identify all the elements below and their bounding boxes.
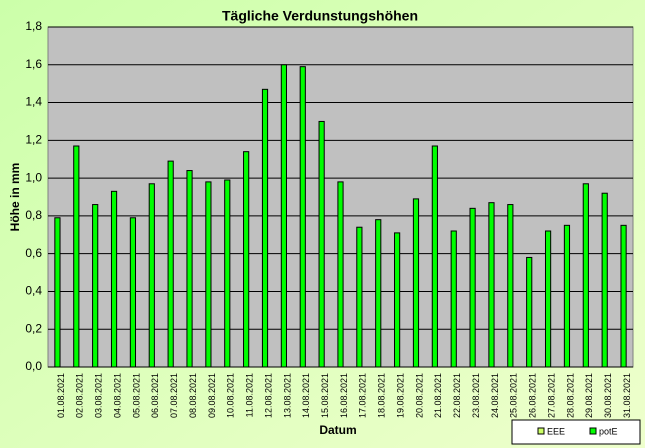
bar	[318, 120, 325, 368]
legend-label: EEE	[547, 426, 565, 436]
y-tick-label: 0,0	[25, 359, 42, 373]
x-tick-label: 04.08.2021	[112, 373, 122, 418]
x-tick-label: 23.08.2021	[471, 373, 481, 418]
x-tick-label: 15.08.2021	[320, 373, 330, 418]
y-tick-label: 0,6	[25, 246, 42, 260]
x-tick-label: 27.08.2021	[546, 373, 556, 418]
legend-label: potE	[599, 426, 618, 436]
x-tick-label: 02.08.2021	[75, 373, 85, 418]
x-tick-label: 17.08.2021	[358, 373, 368, 418]
bar	[110, 190, 118, 368]
y-tick-label: 0,4	[25, 284, 42, 298]
x-tick-label: 21.08.2021	[433, 373, 443, 418]
bar	[469, 207, 476, 368]
x-tick-label: 25.08.2021	[509, 373, 519, 418]
x-tick-label: 01.08.2021	[56, 373, 66, 418]
bar	[356, 226, 363, 368]
x-tick-label: 13.08.2021	[282, 373, 292, 418]
bar	[148, 183, 155, 368]
y-tick-label: 1,0	[25, 170, 42, 184]
y-axis-label: Höhe in mm	[8, 163, 22, 232]
legend	[511, 419, 641, 445]
bar	[299, 66, 306, 368]
bar	[582, 183, 589, 368]
bar	[54, 217, 61, 368]
x-tick-label: 28.08.2021	[565, 373, 575, 418]
bar	[450, 230, 457, 368]
x-tick-label: 19.08.2021	[395, 373, 405, 418]
bar	[620, 224, 627, 368]
y-tick-label: 0,2	[25, 321, 42, 335]
bar	[167, 160, 174, 368]
x-axis-label: Datum	[319, 423, 356, 437]
chart-title: Tägliche Verdunstungshöhen	[222, 8, 418, 24]
x-tick-label: 07.08.2021	[169, 373, 179, 418]
y-tick-label: 0,8	[25, 208, 42, 222]
bar	[507, 204, 514, 368]
x-tick-label: 09.08.2021	[207, 373, 217, 418]
bar	[488, 202, 495, 368]
bar	[205, 181, 212, 368]
x-tick-label: 11.08.2021	[245, 373, 255, 417]
bar	[224, 179, 231, 368]
x-tick-label: 14.08.2021	[301, 373, 311, 418]
x-tick-label: 29.08.2021	[584, 373, 594, 418]
bar	[186, 170, 193, 368]
bar	[563, 224, 571, 368]
bar	[375, 219, 382, 368]
bar	[73, 145, 80, 368]
bar	[243, 151, 250, 368]
x-tick-label: 05.08.2021	[131, 373, 141, 418]
x-tick-label: 22.08.2021	[452, 373, 462, 418]
bar	[394, 232, 401, 368]
x-tick-label: 30.08.2021	[603, 373, 613, 418]
x-tick-label: 18.08.2021	[377, 373, 387, 418]
y-tick-label: 1,6	[25, 57, 42, 71]
bar	[544, 230, 552, 368]
bar	[92, 204, 99, 368]
y-tick-label: 1,4	[25, 95, 42, 109]
bar	[261, 88, 269, 368]
x-tick-label: 31.08.2021	[622, 373, 632, 418]
bar	[129, 217, 137, 368]
x-tick-label: 08.08.2021	[188, 373, 198, 418]
legend-swatch	[537, 427, 545, 435]
x-tick-label: 03.08.2021	[94, 373, 104, 418]
x-tick-label: 24.08.2021	[490, 373, 500, 418]
x-tick-label: 12.08.2021	[263, 373, 273, 418]
x-tick-label: 20.08.2021	[414, 373, 424, 418]
bar	[431, 145, 438, 368]
bar	[412, 198, 420, 368]
bar	[280, 64, 287, 368]
x-tick-label: 16.08.2021	[339, 373, 349, 418]
x-tick-label: 06.08.2021	[150, 373, 160, 418]
legend-swatch	[589, 427, 597, 435]
x-tick-label: 10.08.2021	[226, 373, 236, 418]
bar	[526, 256, 533, 368]
bar	[601, 192, 608, 368]
x-tick-label: 26.08.2021	[528, 373, 538, 418]
y-tick-label: 1,8	[25, 19, 42, 33]
y-tick-label: 1,2	[25, 133, 42, 147]
bar	[337, 181, 344, 368]
